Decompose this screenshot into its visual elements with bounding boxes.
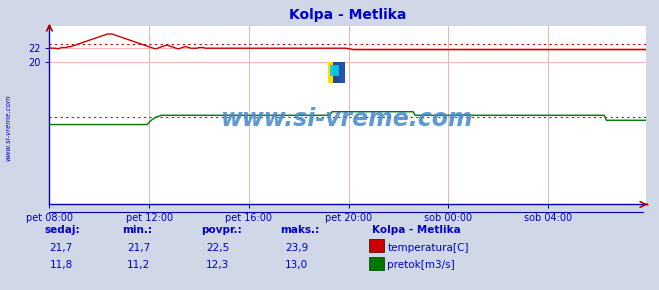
Text: www.si-vreme.com: www.si-vreme.com [5,94,11,161]
Text: 11,2: 11,2 [127,260,150,270]
FancyBboxPatch shape [330,65,339,76]
Text: Kolpa - Metlika: Kolpa - Metlika [372,225,461,235]
Text: 21,7: 21,7 [49,243,73,253]
Text: 12,3: 12,3 [206,260,229,270]
Text: povpr.:: povpr.: [201,225,242,235]
Title: Kolpa - Metlika: Kolpa - Metlika [289,8,407,22]
Text: www.si-vreme.com: www.si-vreme.com [221,107,474,131]
Text: 23,9: 23,9 [285,243,308,253]
Text: pretok[m3/s]: pretok[m3/s] [387,260,455,270]
Text: sedaj:: sedaj: [45,225,80,235]
FancyBboxPatch shape [333,62,345,83]
FancyBboxPatch shape [328,62,340,83]
Text: maks.:: maks.: [280,225,320,235]
Text: 22,5: 22,5 [206,243,229,253]
Text: 21,7: 21,7 [127,243,150,253]
Text: 11,8: 11,8 [49,260,73,270]
Text: temperatura[C]: temperatura[C] [387,243,469,253]
Text: min.:: min.: [122,225,152,235]
Text: 13,0: 13,0 [285,260,308,270]
